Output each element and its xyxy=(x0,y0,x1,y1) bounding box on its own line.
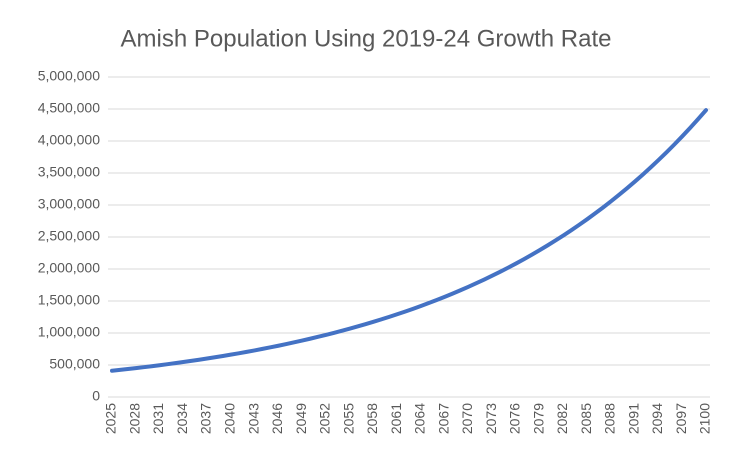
x-tick-label: 2088 xyxy=(602,403,618,434)
y-tick-label: 1,500,000 xyxy=(38,292,100,308)
y-tick-label: 4,000,000 xyxy=(38,132,100,148)
x-tick-label: 2043 xyxy=(245,403,261,434)
y-tick-label: 4,500,000 xyxy=(38,100,100,116)
x-tick-label: 2064 xyxy=(412,403,428,434)
x-tick-label: 2097 xyxy=(673,403,689,434)
y-tick-label: 5,000,000 xyxy=(38,68,100,84)
y-tick-label: 2,000,000 xyxy=(38,260,100,276)
x-tick-label: 2034 xyxy=(174,403,190,434)
x-tick-label: 2091 xyxy=(625,403,641,434)
y-tick-label: 2,500,000 xyxy=(38,228,100,244)
x-tick-label: 2055 xyxy=(340,403,356,434)
x-tick-label: 2094 xyxy=(649,403,665,434)
x-tick-label: 2040 xyxy=(222,403,238,434)
x-tick-label: 2079 xyxy=(530,403,546,434)
x-tick-label: 2082 xyxy=(554,403,570,434)
y-tick-label: 1,000,000 xyxy=(38,324,100,340)
x-tick-label: 2028 xyxy=(126,403,142,434)
x-tick-label: 2025 xyxy=(103,403,119,434)
y-tick-label: 0 xyxy=(92,388,100,404)
x-tick-label: 2058 xyxy=(364,403,380,434)
x-tick-label: 2100 xyxy=(697,403,713,434)
x-tick-label: 2037 xyxy=(198,403,214,434)
x-tick-label: 2061 xyxy=(388,403,404,434)
x-tick-label: 2070 xyxy=(459,403,475,434)
x-tick-label: 2067 xyxy=(435,403,451,434)
y-tick-label: 500,000 xyxy=(49,356,100,372)
x-tick-label: 2073 xyxy=(483,403,499,434)
x-tick-label: 2076 xyxy=(507,403,523,434)
x-tick-label: 2052 xyxy=(317,403,333,434)
y-tick-label: 3,500,000 xyxy=(38,164,100,180)
x-tick-label: 2031 xyxy=(150,403,166,434)
x-tick-label: 2046 xyxy=(269,403,285,434)
x-tick-label: 2049 xyxy=(293,403,309,434)
chart-title: Amish Population Using 2019-24 Growth Ra… xyxy=(121,25,612,52)
y-tick-label: 3,000,000 xyxy=(38,196,100,212)
x-tick-label: 2085 xyxy=(578,403,594,434)
line-series xyxy=(110,108,708,373)
